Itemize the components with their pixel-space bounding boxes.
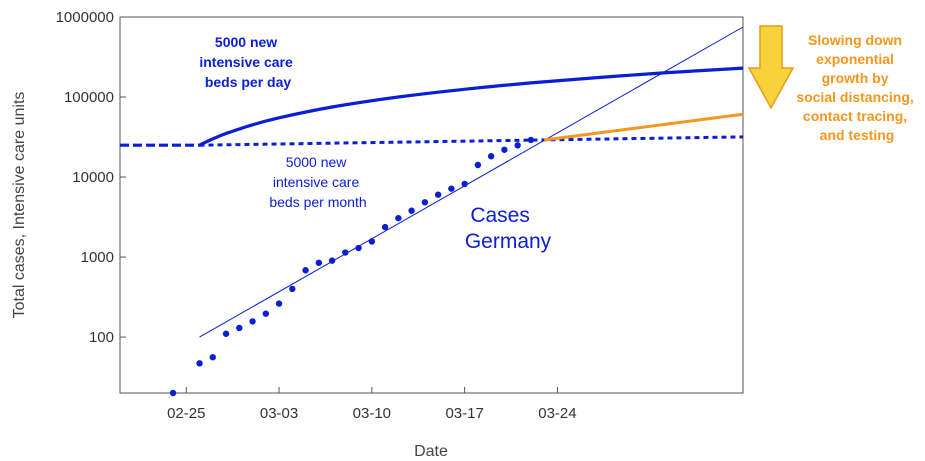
data-point-25 — [514, 142, 521, 149]
data-point-21 — [461, 180, 468, 188]
series-line-slowed-growth — [544, 112, 744, 142]
data-point-26 — [527, 136, 535, 144]
data-point-1 — [196, 360, 203, 367]
y-axis: 100 1000 10000 100000 1000000 — [56, 9, 126, 346]
x-tick-label: 02-25 — [167, 405, 205, 422]
data-point-13 — [355, 244, 362, 252]
data-point-5 — [249, 318, 256, 325]
data-point-4 — [236, 324, 243, 332]
x-tick-label: 03-24 — [538, 405, 576, 422]
y-tick-label: 1000000 — [56, 9, 114, 26]
series-line-5000-new-intensive-care-beds-per-day — [198, 66, 744, 147]
data-point-0 — [169, 389, 177, 397]
x-tick-label: 03-03 — [260, 405, 298, 422]
annotation-beds-per-month: 5000 new intensive care beds per month — [269, 154, 366, 210]
data-point-11 — [328, 257, 336, 264]
series-lines — [120, 26, 744, 338]
data-point-17 — [408, 207, 415, 214]
x-axis-title: Date — [414, 443, 448, 460]
annotation-cases-germany: Cases Germany — [465, 204, 552, 253]
data-point-22 — [474, 161, 482, 169]
data-point-15 — [381, 223, 389, 231]
x-tick-label: 03-10 — [353, 405, 391, 422]
data-point-23 — [487, 153, 495, 160]
plot-frame — [119, 16, 744, 394]
data-point-24 — [501, 146, 508, 153]
down-arrow-icon — [747, 25, 795, 110]
data-point-6 — [262, 310, 270, 317]
series-points — [169, 136, 535, 397]
data-point-19 — [434, 191, 442, 198]
x-axis: 02-25 03-03 03-10 03-17 03-24 — [167, 387, 577, 422]
y-tick-label: 100 — [89, 329, 114, 346]
y-tick-label: 10000 — [72, 169, 114, 186]
y-axis-title: Total cases, Intensive care units — [11, 92, 28, 319]
annotation-slowing-growth: Slowing down exponential growth by socia… — [796, 32, 917, 143]
data-point-14 — [368, 238, 376, 245]
data-point-12 — [342, 249, 349, 256]
data-point-3 — [222, 330, 230, 337]
series-line-5000-new-intensive-care-beds-per-month — [199, 135, 744, 147]
data-point-8 — [289, 285, 296, 293]
series-line-exponential-fit — [199, 26, 744, 338]
data-point-7 — [275, 300, 283, 307]
data-point-16 — [395, 214, 402, 222]
data-point-9 — [302, 267, 309, 274]
x-tick-label: 03-17 — [445, 405, 483, 422]
data-point-10 — [315, 259, 323, 267]
data-point-2 — [209, 354, 216, 361]
y-tick-label: 1000 — [81, 249, 114, 266]
data-point-20 — [448, 185, 455, 192]
annotation-beds-per-day: 5000 new intensive care beds per day — [199, 34, 296, 90]
y-tick-label: 100000 — [64, 89, 114, 106]
data-point-18 — [421, 199, 429, 206]
